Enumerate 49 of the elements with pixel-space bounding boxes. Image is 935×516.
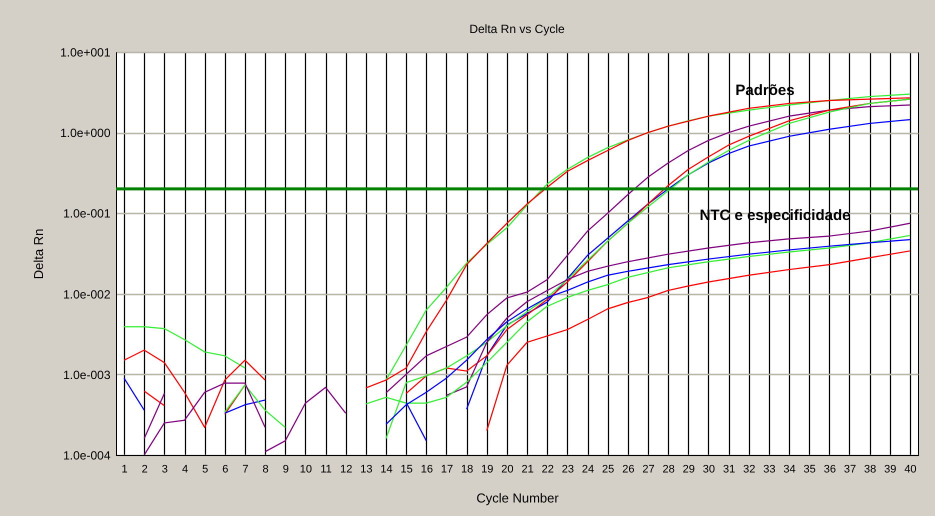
y-tick-label: 1.0e-002 [63,287,111,302]
y-tick-label: 1.0e+000 [60,126,111,140]
x-tick-label: 2 [142,464,148,476]
x-tick-label: 18 [461,464,474,476]
x-tick-label: 25 [602,464,614,476]
x-tick-label: 3 [162,464,168,476]
x-tick-label: 31 [722,464,736,476]
x-axis-title: Cycle Number [476,490,560,506]
x-tick-label: 14 [380,464,393,476]
x-tick-label: 21 [521,464,534,476]
y-axis-title: Delta Rn [31,228,46,280]
y-tick-label: 1.0e-001 [63,206,111,221]
x-tick-label: 39 [884,464,896,476]
x-tick-label: 6 [222,464,228,476]
x-tick-label: 1 [122,464,128,476]
x-tick-label: 8 [262,464,269,476]
x-tick-label: 13 [360,464,372,476]
x-tick-label: 22 [542,464,554,476]
x-tick-label: 40 [904,464,917,476]
x-tick-label: 17 [440,464,454,476]
x-tick-label: 37 [844,464,856,476]
x-tick-label: 30 [702,464,716,476]
chart-title: Delta Rn vs Cycle [469,22,565,36]
x-tick-label: 32 [743,464,756,476]
x-tick-label: 33 [763,464,776,476]
x-tick-label: 16 [420,464,433,476]
x-tick-label: 10 [300,464,312,476]
x-tick-label: 4 [182,464,188,476]
x-tick-label: 19 [481,464,494,476]
y-tick-label: 1.0e-004 [63,448,111,462]
x-tick-label: 26 [622,464,634,476]
x-tick-label: 35 [804,464,816,476]
x-tick-label: 36 [824,464,836,476]
x-tick-label: 34 [783,464,796,476]
x-tick-label: 5 [202,464,208,476]
x-tick-label: 29 [682,464,695,476]
x-tick-label: 38 [864,464,876,476]
x-tick-label: 23 [562,464,574,476]
x-tick-label: 11 [320,464,332,476]
x-tick-label: 28 [662,464,675,476]
x-tick-label: 15 [400,464,413,476]
x-tick-label: 20 [501,464,514,476]
x-tick-label: 9 [282,464,289,476]
y-tick-label: 1.0e-003 [63,368,111,382]
y-tick-label: 1.0e+001 [60,46,111,60]
x-tick-label: 12 [340,464,352,476]
x-tick-label: 24 [582,464,594,476]
x-tick-label: 27 [642,464,655,476]
x-tick-label: 7 [242,464,249,476]
